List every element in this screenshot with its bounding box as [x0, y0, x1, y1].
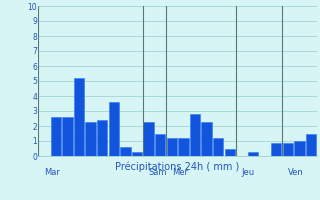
- Bar: [143, 121, 154, 156]
- Text: Mer: Mer: [172, 168, 188, 177]
- Bar: [51, 117, 61, 156]
- Bar: [213, 138, 223, 156]
- X-axis label: Précipitations 24h ( mm ): Précipitations 24h ( mm ): [116, 162, 240, 172]
- Bar: [85, 121, 96, 156]
- Bar: [306, 134, 316, 156]
- Bar: [74, 78, 84, 156]
- Bar: [225, 148, 235, 156]
- Bar: [132, 152, 142, 156]
- Bar: [294, 141, 305, 156]
- Bar: [178, 138, 188, 156]
- Bar: [97, 120, 108, 156]
- Bar: [108, 102, 119, 156]
- Bar: [201, 121, 212, 156]
- Bar: [120, 147, 131, 156]
- Text: Jeu: Jeu: [241, 168, 254, 177]
- Bar: [271, 142, 281, 156]
- Bar: [248, 152, 258, 156]
- Bar: [155, 134, 165, 156]
- Text: Ven: Ven: [288, 168, 304, 177]
- Bar: [190, 114, 200, 156]
- Bar: [283, 142, 293, 156]
- Text: Sam: Sam: [148, 168, 167, 177]
- Bar: [167, 138, 177, 156]
- Text: Mar: Mar: [44, 168, 60, 177]
- Bar: [62, 117, 73, 156]
